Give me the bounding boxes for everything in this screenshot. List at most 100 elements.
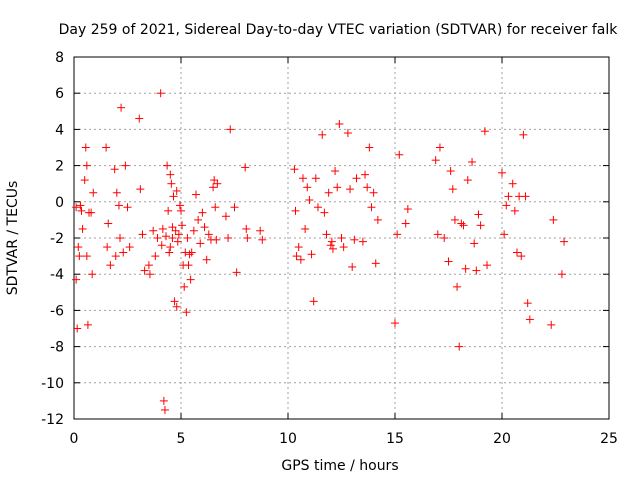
- data-point: [403, 205, 412, 214]
- data-point: [164, 206, 173, 215]
- data-point: [73, 324, 82, 333]
- data-point: [361, 170, 370, 179]
- data-point: [339, 243, 348, 252]
- data-point: [184, 261, 193, 270]
- data-point: [89, 188, 98, 197]
- data-point: [547, 320, 556, 329]
- data-point: [185, 250, 194, 259]
- x-axis-label: GPS time / hours: [281, 458, 398, 474]
- data-point: [502, 201, 511, 210]
- data-point: [163, 161, 172, 170]
- data-point: [431, 156, 440, 165]
- data-point: [149, 226, 158, 235]
- data-point: [162, 232, 171, 241]
- data-point: [459, 221, 468, 230]
- data-point: [498, 168, 506, 177]
- data-point: [198, 208, 207, 217]
- data-point: [474, 210, 483, 219]
- data-point: [350, 235, 359, 244]
- data-point: [226, 125, 235, 134]
- data-point: [243, 234, 252, 242]
- data-point: [468, 157, 477, 166]
- data-point: [472, 266, 481, 275]
- data-point: [391, 319, 399, 328]
- data-point: [174, 230, 183, 239]
- data-point: [196, 239, 205, 248]
- data-point: [560, 237, 569, 246]
- data-point: [369, 188, 378, 197]
- data-point: [395, 150, 404, 159]
- data-point: [440, 234, 449, 242]
- data-point: [292, 252, 301, 261]
- data-point: [512, 248, 521, 257]
- data-point: [136, 185, 145, 194]
- grid-lines: [74, 57, 609, 419]
- data-point: [444, 257, 453, 266]
- x-tick-label: 5: [177, 431, 186, 447]
- data-point: [177, 206, 185, 215]
- data-point: [480, 127, 489, 136]
- data-point: [433, 230, 442, 239]
- data-point: [301, 224, 310, 233]
- y-tick-label: -10: [41, 376, 64, 392]
- data-point: [348, 262, 357, 271]
- data-point: [232, 268, 241, 277]
- data-point: [393, 230, 402, 239]
- data-point: [157, 241, 166, 250]
- x-tick-label: 10: [279, 431, 297, 447]
- data-point: [200, 223, 209, 232]
- data-point: [160, 405, 169, 414]
- data-point: [168, 234, 177, 242]
- data-point: [159, 396, 168, 405]
- data-point: [186, 275, 195, 284]
- data-point: [521, 192, 530, 201]
- data-point: [78, 224, 87, 233]
- data-point: [453, 282, 462, 291]
- data-point: [221, 212, 230, 221]
- data-point: [110, 165, 119, 174]
- data-point: [104, 219, 113, 228]
- data-point: [169, 192, 178, 201]
- data-point: [140, 266, 149, 275]
- data-point: [290, 165, 299, 174]
- data-point: [224, 234, 233, 242]
- data-point: [77, 206, 86, 215]
- data-point: [82, 161, 91, 170]
- data-point: [72, 275, 81, 284]
- data-point: [175, 201, 184, 210]
- data-point: [81, 143, 90, 152]
- data-point: [76, 201, 85, 210]
- data-point: [373, 215, 382, 224]
- data-point: [504, 192, 513, 201]
- chart-title: Day 259 of 2021, Sidereal Day-to-day VTE…: [59, 22, 619, 38]
- x-tick-label: 0: [70, 431, 79, 447]
- data-point: [112, 188, 121, 197]
- data-point: [168, 223, 177, 232]
- data-point: [307, 250, 316, 259]
- data-point: [242, 224, 251, 233]
- data-point: [87, 208, 96, 217]
- data-point: [151, 252, 160, 261]
- data-point: [333, 183, 342, 192]
- data-point: [74, 243, 83, 252]
- data-point: [117, 103, 126, 112]
- data-point: [213, 179, 222, 188]
- data-point: [204, 230, 213, 239]
- data-point: [335, 119, 344, 128]
- x-tick-label: 25: [600, 431, 618, 447]
- data-point: [212, 235, 221, 244]
- data-point: [83, 320, 92, 329]
- y-tick-label: -8: [50, 340, 64, 356]
- data-point: [313, 203, 322, 212]
- data-point: [166, 170, 175, 179]
- data-point: [455, 342, 464, 351]
- data-point: [291, 206, 300, 215]
- data-point: [191, 190, 200, 199]
- data-point: [296, 255, 305, 264]
- data-point: [230, 203, 239, 212]
- y-tick-label: 2: [55, 159, 64, 175]
- data-point: [241, 163, 250, 172]
- x-tick-label: 15: [386, 431, 404, 447]
- data-point: [166, 243, 175, 252]
- data-point: [103, 243, 112, 252]
